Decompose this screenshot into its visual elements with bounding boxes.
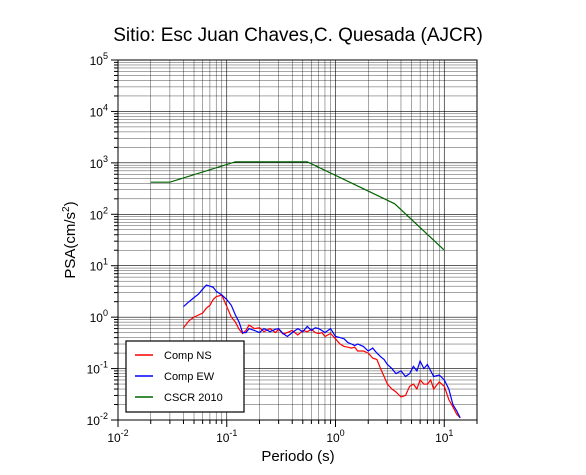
- series-line-cscr-2010: [150, 161, 445, 251]
- tick-exponent: -1: [100, 360, 108, 370]
- tick-exponent: 4: [103, 102, 108, 112]
- legend-label: Comp EW: [164, 371, 215, 383]
- tick-base: 10: [90, 54, 104, 68]
- tick-base: 10: [107, 431, 121, 445]
- tick-exponent: 1: [448, 428, 453, 438]
- tick-base: 10: [435, 431, 449, 445]
- x-tick-labels: 10-2 10-1 100 101: [107, 428, 453, 445]
- tick-base: 10: [90, 105, 104, 119]
- tick-base: 10: [87, 363, 101, 377]
- y-axis-label-close: ): [62, 201, 79, 206]
- tick-base: 10: [90, 208, 104, 222]
- tick-base: 10: [90, 157, 104, 171]
- y-tick-label: 100: [90, 308, 108, 325]
- series-layer: [150, 161, 461, 419]
- tick-marks: [111, 59, 478, 427]
- legend: Comp NS Comp EW CSCR 2010: [125, 340, 245, 413]
- tick-exponent: 3: [103, 154, 108, 164]
- tick-exponent: -1: [229, 428, 237, 438]
- tick-base: 10: [90, 260, 104, 274]
- tick-exponent: 2: [103, 205, 108, 215]
- y-tick-label: 103: [90, 154, 108, 171]
- x-axis-label: Periodo (s): [261, 448, 334, 465]
- x-tick-label: 10-1: [216, 428, 237, 445]
- y-axis-label-superscript: 2: [61, 206, 72, 212]
- y-tick-label: 10-1: [87, 360, 108, 377]
- y-tick-label: 101: [90, 257, 108, 274]
- chart-title: Sitio: Esc Juan Chaves,C. Quesada (AJCR): [113, 25, 483, 46]
- series-line-comp-ns: [183, 294, 461, 419]
- series-line-comp-ew: [183, 284, 461, 419]
- tick-exponent: -2: [100, 411, 108, 421]
- plot-frame: [117, 59, 478, 421]
- y-tick-label: 102: [90, 205, 108, 222]
- x-tick-label: 101: [435, 428, 453, 445]
- tick-exponent: 5: [103, 51, 108, 61]
- y-axis-label-main: PSA(cm/s: [62, 212, 79, 279]
- y-tick-label: 105: [90, 51, 108, 68]
- x-tick-label: 10-2: [107, 428, 128, 445]
- x-tick-label: 100: [326, 428, 344, 445]
- tick-exponent: 0: [340, 428, 345, 438]
- tick-base: 10: [87, 414, 101, 428]
- tick-base: 10: [216, 431, 230, 445]
- tick-exponent: 0: [103, 308, 108, 318]
- tick-base: 10: [90, 311, 104, 325]
- y-tick-label: 104: [90, 102, 108, 119]
- tick-exponent: 1: [103, 257, 108, 267]
- tick-base: 10: [326, 431, 340, 445]
- y-axis-label: PSA(cm/s2): [61, 201, 79, 278]
- y-tick-label: 10-2: [87, 411, 108, 428]
- tick-exponent: -2: [121, 428, 129, 438]
- legend-label: Comp NS: [164, 350, 212, 362]
- legend-label: CSCR 2010: [164, 392, 223, 404]
